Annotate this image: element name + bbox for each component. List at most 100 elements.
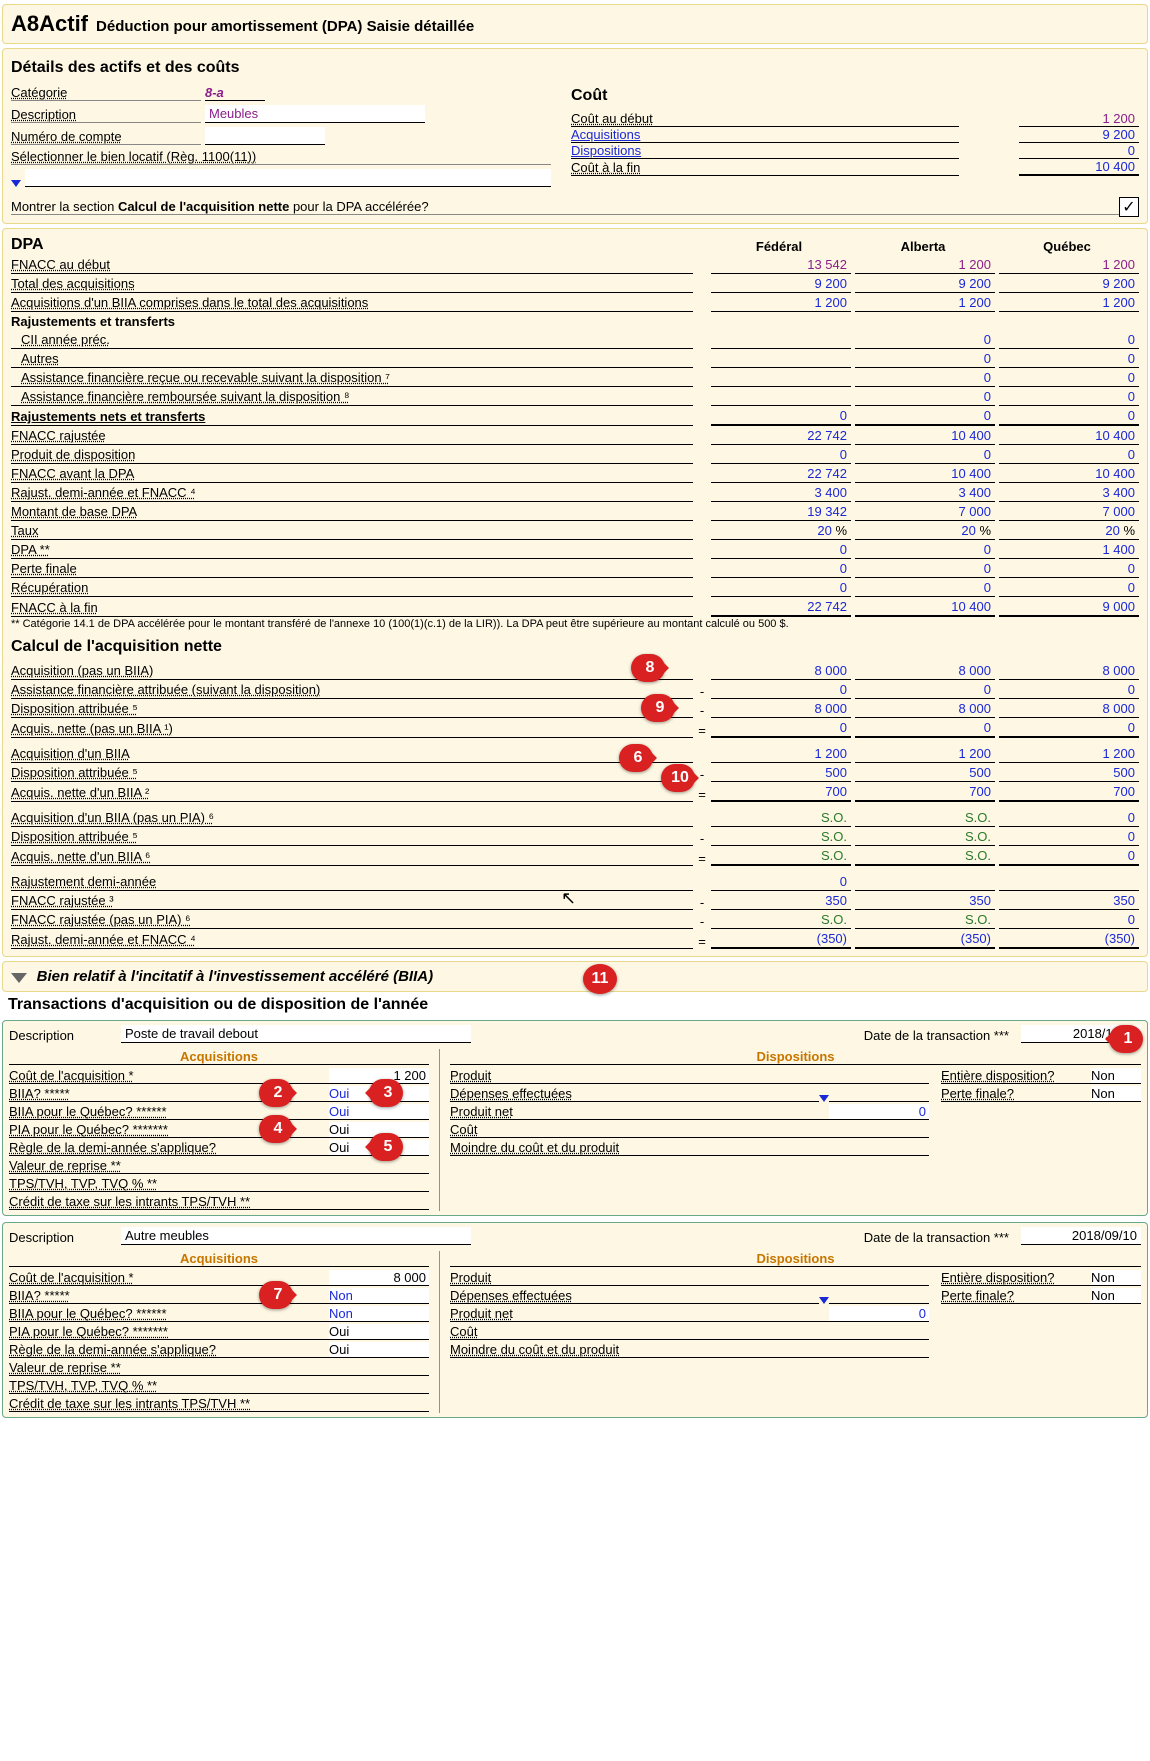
tx2-regle[interactable]: Oui bbox=[329, 1342, 429, 1358]
tx1-credit[interactable] bbox=[329, 1209, 429, 1210]
cn-cell[interactable]: 500 bbox=[855, 765, 995, 782]
cn-cell[interactable]: 8 000 bbox=[999, 663, 1139, 680]
dpa-cell[interactable]: 1 400 bbox=[999, 542, 1139, 559]
dpa-cell[interactable]: 9 200 bbox=[999, 276, 1139, 293]
tx2-valeur[interactable] bbox=[329, 1375, 429, 1376]
dropdown-icon[interactable] bbox=[819, 1297, 829, 1304]
tx2-credit[interactable] bbox=[329, 1411, 429, 1412]
dpa-cell[interactable]: 1 200 bbox=[855, 295, 995, 312]
dpa-cell[interactable]: 0 bbox=[999, 561, 1139, 578]
dpa-cell[interactable]: 0 bbox=[855, 389, 995, 406]
description-input[interactable] bbox=[205, 105, 425, 123]
dpa-cell[interactable] bbox=[711, 404, 851, 406]
cout-acq-value[interactable]: 9 200 bbox=[1019, 127, 1139, 143]
cn-cell[interactable] bbox=[999, 889, 1139, 891]
dropdown-icon[interactable] bbox=[11, 180, 21, 187]
dpa-cell[interactable] bbox=[711, 366, 851, 368]
dpa-cell[interactable]: 1 200 bbox=[711, 295, 851, 312]
dpa-cell[interactable]: 1 200 bbox=[855, 257, 995, 274]
tx2-date-input[interactable] bbox=[1021, 1227, 1141, 1245]
categorie-value[interactable]: 8-a bbox=[205, 85, 265, 101]
cn-cell[interactable]: 8 000 bbox=[711, 701, 851, 718]
tx1-produit[interactable] bbox=[829, 1083, 929, 1084]
dpa-cell[interactable]: 0 bbox=[855, 561, 995, 578]
cn-cell[interactable]: 1 200 bbox=[855, 746, 995, 763]
dpa-cell[interactable]: 0 bbox=[999, 447, 1139, 464]
cn-cell[interactable]: 8 000 bbox=[999, 701, 1139, 718]
dpa-cell[interactable] bbox=[711, 347, 851, 349]
dpa-cell[interactable]: 0 bbox=[711, 447, 851, 464]
tx2-tps[interactable] bbox=[329, 1393, 429, 1394]
cn-cell[interactable]: 8 000 bbox=[855, 701, 995, 718]
dpa-cell[interactable] bbox=[711, 385, 851, 387]
dpa-cell[interactable]: 9 200 bbox=[711, 276, 851, 293]
tx1-cout-d[interactable] bbox=[829, 1137, 929, 1138]
cn-cell[interactable]: 0 bbox=[711, 874, 851, 891]
dpa-cell[interactable]: 20 % bbox=[855, 523, 995, 540]
dropdown-icon[interactable] bbox=[819, 1095, 829, 1102]
cn-cell[interactable]: 350 bbox=[855, 893, 995, 910]
tx2-produit[interactable] bbox=[829, 1285, 929, 1286]
tx1-description-input[interactable] bbox=[121, 1025, 471, 1043]
cn-cell[interactable] bbox=[855, 889, 995, 891]
tx2-cout[interactable]: 8 000 bbox=[329, 1270, 429, 1286]
tx1-tps[interactable] bbox=[329, 1191, 429, 1192]
cn-cell[interactable]: 500 bbox=[711, 765, 851, 782]
dpa-cell[interactable]: 1 200 bbox=[999, 295, 1139, 312]
dpa-cell[interactable]: 13 542 bbox=[711, 257, 851, 274]
dpa-cell[interactable]: 0 bbox=[711, 580, 851, 597]
bien-locatif-input[interactable] bbox=[25, 169, 551, 187]
tx2-perte[interactable]: Non bbox=[1091, 1288, 1141, 1304]
tx2-depenses[interactable] bbox=[829, 1303, 929, 1304]
dpa-cell[interactable]: 20 % bbox=[711, 523, 851, 540]
cn-cell[interactable]: 0 bbox=[999, 829, 1139, 846]
dpa-cell[interactable]: 0 bbox=[999, 351, 1139, 368]
cout-acq-label[interactable]: Acquisitions bbox=[571, 127, 959, 143]
cn-cell[interactable]: 500 bbox=[999, 765, 1139, 782]
dpa-cell[interactable]: 9 200 bbox=[855, 276, 995, 293]
dpa-cell[interactable]: 0 bbox=[999, 580, 1139, 597]
cn-cell[interactable]: 0 bbox=[999, 682, 1139, 699]
cn-cell[interactable]: 8 000 bbox=[855, 663, 995, 680]
dpa-cell[interactable]: 0 bbox=[855, 580, 995, 597]
tx2-cout-d[interactable] bbox=[829, 1339, 929, 1340]
dpa-cell[interactable]: 0 bbox=[999, 370, 1139, 387]
dpa-cell[interactable]: 0 bbox=[711, 542, 851, 559]
cn-cell[interactable]: 0 bbox=[855, 682, 995, 699]
dpa-cell[interactable]: 0 bbox=[711, 561, 851, 578]
dpa-cell[interactable]: 3 400 bbox=[711, 485, 851, 502]
cn-cell[interactable]: 350 bbox=[711, 893, 851, 910]
dpa-cell[interactable]: 0 bbox=[855, 370, 995, 387]
cn-cell[interactable]: 350 bbox=[999, 893, 1139, 910]
tx1-valeur[interactable] bbox=[329, 1173, 429, 1174]
cn-cell[interactable]: 0 bbox=[999, 912, 1139, 929]
cn-cell[interactable]: 1 200 bbox=[711, 746, 851, 763]
cn-cell[interactable]: 0 bbox=[999, 810, 1139, 827]
cn-cell[interactable]: 8 000 bbox=[711, 663, 851, 680]
show-section-checkbox[interactable]: ✓ bbox=[1119, 197, 1139, 217]
dpa-cell[interactable]: 0 bbox=[855, 447, 995, 464]
tx1-perte[interactable]: Non bbox=[1091, 1086, 1141, 1102]
dpa-cell[interactable]: 0 bbox=[855, 542, 995, 559]
cn-cell[interactable]: 1 200 bbox=[999, 746, 1139, 763]
cn-cell[interactable]: 0 bbox=[711, 682, 851, 699]
dpa-cell[interactable]: 0 bbox=[999, 389, 1139, 406]
cout-disp-label[interactable]: Dispositions bbox=[571, 143, 959, 159]
dpa-cell[interactable]: 0 bbox=[855, 332, 995, 349]
cout-disp-value[interactable]: 0 bbox=[1019, 143, 1139, 159]
dpa-cell[interactable]: 0 bbox=[855, 351, 995, 368]
tx2-biia-qc[interactable]: Non bbox=[329, 1306, 429, 1322]
dpa-cell[interactable]: 20 % bbox=[999, 523, 1139, 540]
dpa-cell[interactable]: 3 400 bbox=[855, 485, 995, 502]
tx2-entiere[interactable]: Non bbox=[1091, 1270, 1141, 1286]
chevron-down-icon[interactable] bbox=[11, 973, 27, 983]
numero-input[interactable] bbox=[205, 127, 325, 145]
tx2-description-input[interactable] bbox=[121, 1227, 471, 1245]
dpa-cell[interactable]: 0 bbox=[999, 332, 1139, 349]
tx1-depenses[interactable] bbox=[829, 1101, 929, 1102]
dpa-cell[interactable]: 3 400 bbox=[999, 485, 1139, 502]
tx2-biia[interactable]: Non bbox=[329, 1288, 429, 1304]
dpa-cell[interactable]: 1 200 bbox=[999, 257, 1139, 274]
cout-debut-value[interactable]: 1 200 bbox=[1019, 111, 1139, 127]
tx2-pia-qc[interactable]: Oui bbox=[329, 1324, 429, 1340]
